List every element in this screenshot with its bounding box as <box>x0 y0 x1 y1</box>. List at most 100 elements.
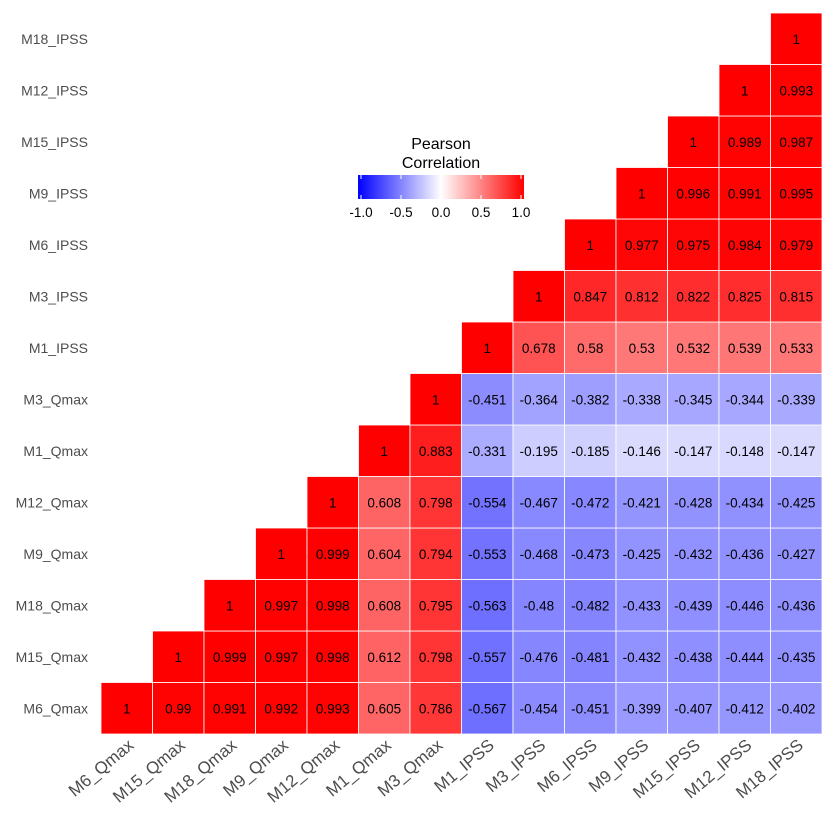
heatmap-cell-fill <box>564 630 617 683</box>
heatmap-cell: -0.557 <box>461 630 514 683</box>
heatmap-cell-fill <box>667 476 720 529</box>
heatmap-cell: -0.421 <box>615 476 668 529</box>
heatmap-cell: 0.999 <box>203 630 256 683</box>
heatmap-cell-fill <box>770 167 823 220</box>
heatmap-cell-fill <box>718 579 771 632</box>
cell-value-label: -0.436 <box>777 598 815 613</box>
heatmap-cell: 0.998 <box>306 630 359 683</box>
cell-value-label: 1 <box>174 650 182 665</box>
heatmap-cell-fill <box>358 527 411 580</box>
heatmap-cell-fill <box>718 527 771 580</box>
cell-value-label: 0.993 <box>779 83 813 98</box>
cell-value-label: 0.815 <box>779 289 813 304</box>
heatmap-cell: 0.992 <box>255 682 308 735</box>
heatmap-cell: 0.822 <box>667 270 720 323</box>
heatmap-cell: -0.425 <box>615 527 668 580</box>
heatmap-cell-fill <box>306 682 359 735</box>
y-tick-label: M12_IPSS <box>21 82 88 98</box>
heatmap-cell: 1 <box>512 270 565 323</box>
heatmap-cell: 0.989 <box>718 115 771 168</box>
cell-value-label: 0.995 <box>779 186 813 201</box>
heatmap-cell: 1 <box>564 218 617 271</box>
heatmap-cell-fill <box>512 270 565 323</box>
heatmap-cell: 0.798 <box>409 476 462 529</box>
heatmap-cell-fill <box>512 682 565 735</box>
heatmap-cell: -0.563 <box>461 579 514 632</box>
cell-value-label: -0.557 <box>468 650 506 665</box>
heatmap-cells: 1 0.99 0.991 0.992 0.993 0.605 0.786 -0.567 -0.4… <box>100 12 823 735</box>
heatmap-cell-fill <box>461 682 514 735</box>
cell-value-label: 0.53 <box>629 341 655 356</box>
cell-value-label: -0.146 <box>623 444 661 459</box>
cell-value-label: -0.421 <box>623 495 661 510</box>
heatmap-cell: 0.532 <box>667 321 720 374</box>
cell-value-label: -0.481 <box>571 650 609 665</box>
cell-value-label: 0.997 <box>264 650 298 665</box>
cell-value-label: 1 <box>277 547 285 562</box>
heatmap-cell: 0.786 <box>409 682 462 735</box>
heatmap-cell: -0.451 <box>564 682 617 735</box>
heatmap-cell-fill <box>770 527 823 580</box>
y-tick-label: M6_IPSS <box>29 237 88 253</box>
cell-value-label: 0.993 <box>316 701 350 716</box>
cell-value-label: -0.48 <box>523 598 554 613</box>
cell-value-label: 1 <box>123 701 131 716</box>
y-tick-label: M15_IPSS <box>21 134 88 150</box>
cell-value-label: -0.345 <box>674 392 712 407</box>
heatmap-cell: 1 <box>770 12 823 65</box>
heatmap-cell: 0.608 <box>358 579 411 632</box>
heatmap-cell-fill <box>718 682 771 735</box>
cell-value-label: -0.438 <box>674 650 712 665</box>
heatmap-cell-fill <box>203 579 256 632</box>
heatmap-cell: -0.195 <box>512 424 565 477</box>
heatmap-cell: 0.991 <box>718 167 771 220</box>
cell-value-label: 0.794 <box>419 547 453 562</box>
y-tick-label: M9_Qmax <box>23 546 88 562</box>
heatmap-cell-fill <box>770 12 823 65</box>
cell-value-label: -0.412 <box>726 701 764 716</box>
heatmap-cell-fill <box>409 373 462 426</box>
heatmap-cell: -0.451 <box>461 373 514 426</box>
cell-value-label: -0.434 <box>726 495 765 510</box>
y-tick-label: M6_Qmax <box>23 700 88 716</box>
cell-value-label: -0.446 <box>726 598 764 613</box>
heatmap-cell: -0.432 <box>667 527 720 580</box>
heatmap-cell: 0.883 <box>409 424 462 477</box>
heatmap-cell: -0.567 <box>461 682 514 735</box>
heatmap-cell: 0.984 <box>718 218 771 271</box>
heatmap-cell-fill <box>615 579 668 632</box>
y-tick-label: M9_IPSS <box>29 185 88 201</box>
cell-value-label: -0.432 <box>623 650 661 665</box>
heatmap-cell-fill <box>615 270 668 323</box>
heatmap-cell: 0.996 <box>667 167 720 220</box>
heatmap-cell: -0.48 <box>512 579 565 632</box>
cell-value-label: 0.992 <box>264 701 298 716</box>
heatmap-cell-fill <box>203 630 256 683</box>
cell-value-label: 0.99 <box>165 701 191 716</box>
heatmap-cell: 0.605 <box>358 682 411 735</box>
cell-value-label: 0.999 <box>316 547 350 562</box>
cell-value-label: 0.795 <box>419 598 453 613</box>
cell-value-label: -0.436 <box>726 547 764 562</box>
heatmap-cell-fill <box>564 682 617 735</box>
heatmap-cell: -0.425 <box>770 476 823 529</box>
heatmap-cell: -0.482 <box>564 579 617 632</box>
heatmap-cell-fill <box>615 476 668 529</box>
heatmap-cell: -0.468 <box>512 527 565 580</box>
cell-value-label: -0.407 <box>674 701 712 716</box>
heatmap-cell: -0.399 <box>615 682 668 735</box>
heatmap-cell-fill <box>409 630 462 683</box>
heatmap-cell-fill <box>615 321 668 374</box>
cell-value-label: -0.147 <box>674 444 712 459</box>
heatmap-cell: 0.995 <box>770 167 823 220</box>
heatmap-cell: -0.435 <box>770 630 823 683</box>
heatmap-cell: -0.428 <box>667 476 720 529</box>
heatmap-cell: -0.434 <box>718 476 771 529</box>
heatmap-cell: -0.436 <box>770 579 823 632</box>
heatmap-cell: -0.433 <box>615 579 668 632</box>
cell-value-label: 1 <box>483 341 491 356</box>
cell-value-label: 0.979 <box>779 238 813 253</box>
cell-value-label: 0.996 <box>676 186 710 201</box>
heatmap-cell: -0.472 <box>564 476 617 529</box>
cell-value-label: 0.533 <box>779 341 813 356</box>
